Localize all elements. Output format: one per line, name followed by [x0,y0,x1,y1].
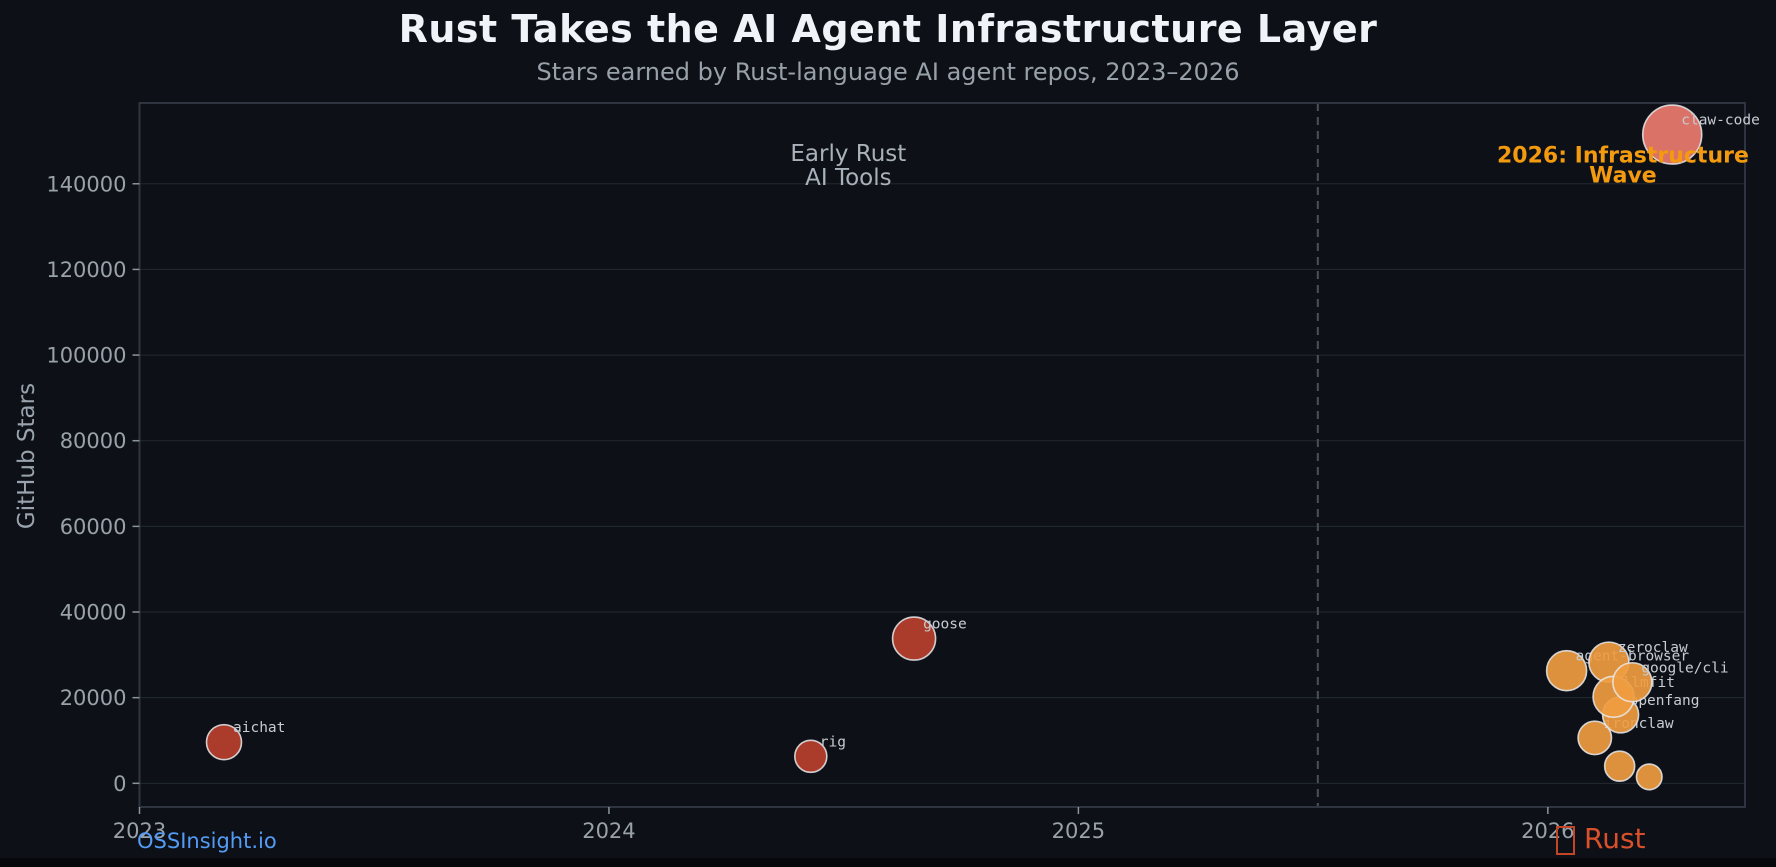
plot-border [138,102,1746,808]
page-subtitle: Stars earned by Rust-language AI agent r… [536,58,1240,86]
x-tick-label: 2023 [113,819,166,843]
ossinsight-brand-link[interactable]: OSSInsight.io [137,829,277,853]
x-tick-label: 2024 [582,819,635,843]
y-tick-label: 120000 [46,258,126,282]
annotation-infrastructure-wave: 2026: Infrastructure Wave [1497,143,1749,188]
bubble-label-google-cli: google/cli [1641,660,1728,676]
bubble-claw-code [1641,104,1703,165]
bubble-label-rig: rig [820,734,846,750]
bubble-label-aichat: aichat [233,720,285,736]
y-tick-label: 80000 [60,429,127,453]
bubble-label-claw-code: claw-code [1681,113,1760,129]
page-title: Rust Takes the AI Agent Infrastructure L… [398,7,1378,51]
y-tick-label: 60000 [60,515,127,539]
bubble-label-goose: goose [923,617,967,633]
bubble-goose [891,616,937,661]
rust-language-badge: Rust [1556,822,1646,855]
bubble-ironclaw [1577,720,1613,756]
x-tick-label: 2025 [1052,819,1105,843]
bubble-label-openfang: openfang [1630,693,1700,709]
bubble-label-zeroclaw: zeroclaw [1618,640,1688,656]
bubble-rig [794,739,828,774]
rust-label: Rust [1584,822,1646,855]
y-tick-label: 140000 [46,172,126,196]
bottom-strip [0,858,1776,867]
bubble-agent-browser [1545,649,1588,692]
x-tick-label: 2026 [1521,819,1574,843]
bubble-google-cli [1612,661,1653,703]
annotation-early-rust: Early Rust AI Tools [790,141,906,191]
y-tick-label: 20000 [60,686,127,710]
bubble-aichat [205,723,243,761]
crab-emoji-icon [1556,826,1575,855]
y-tick-label: 0 [113,772,126,796]
y-tick-label: 40000 [60,601,127,625]
bubble-unlabeled-9 [1603,750,1636,782]
bubble-unlabeled-10 [1635,763,1663,791]
y-tick-label: 100000 [46,344,126,368]
